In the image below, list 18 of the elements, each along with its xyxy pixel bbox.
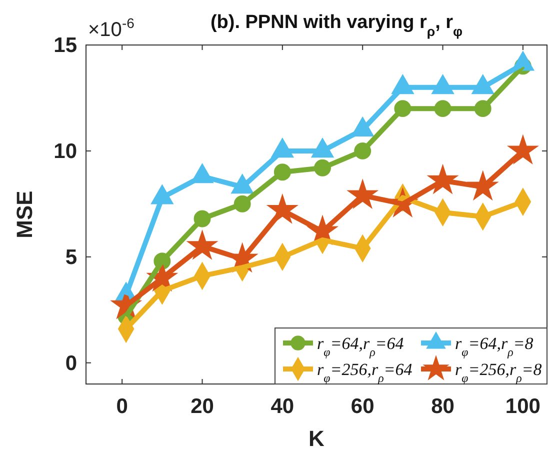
x-tick-label: 80	[431, 395, 454, 418]
y-tick-label: 5	[65, 246, 78, 269]
x-tick-label: 0	[116, 395, 128, 418]
legend-label: r$_{φ}$=256,r$_{ρ}$=64	[317, 360, 413, 385]
x-tick-label: 60	[350, 395, 374, 418]
y-axis-title: MSE	[12, 190, 37, 238]
x-tick-label: 20	[190, 395, 214, 418]
legend-label: r$_{φ}$=64,r$_{ρ}$=8	[455, 334, 534, 359]
y-tick-label: 10	[54, 140, 77, 163]
x-tick-label: 100	[505, 395, 540, 418]
y-tick-label: 15	[54, 34, 78, 57]
y-tick-label: 0	[65, 352, 77, 375]
x-tick-label: 40	[270, 395, 294, 418]
legend-label: r$_{φ}$=64,r$_{ρ}$=64	[317, 334, 404, 359]
chart-title: (b). PPNN with varying r$_{ρ}$, r$_{φ}$	[210, 12, 463, 38]
legend-label: r$_{φ}$=256,r$_{ρ}$=8	[455, 360, 542, 385]
x-axis-title: K	[308, 426, 325, 451]
text: ×10$^{-6}$	[88, 15, 135, 41]
